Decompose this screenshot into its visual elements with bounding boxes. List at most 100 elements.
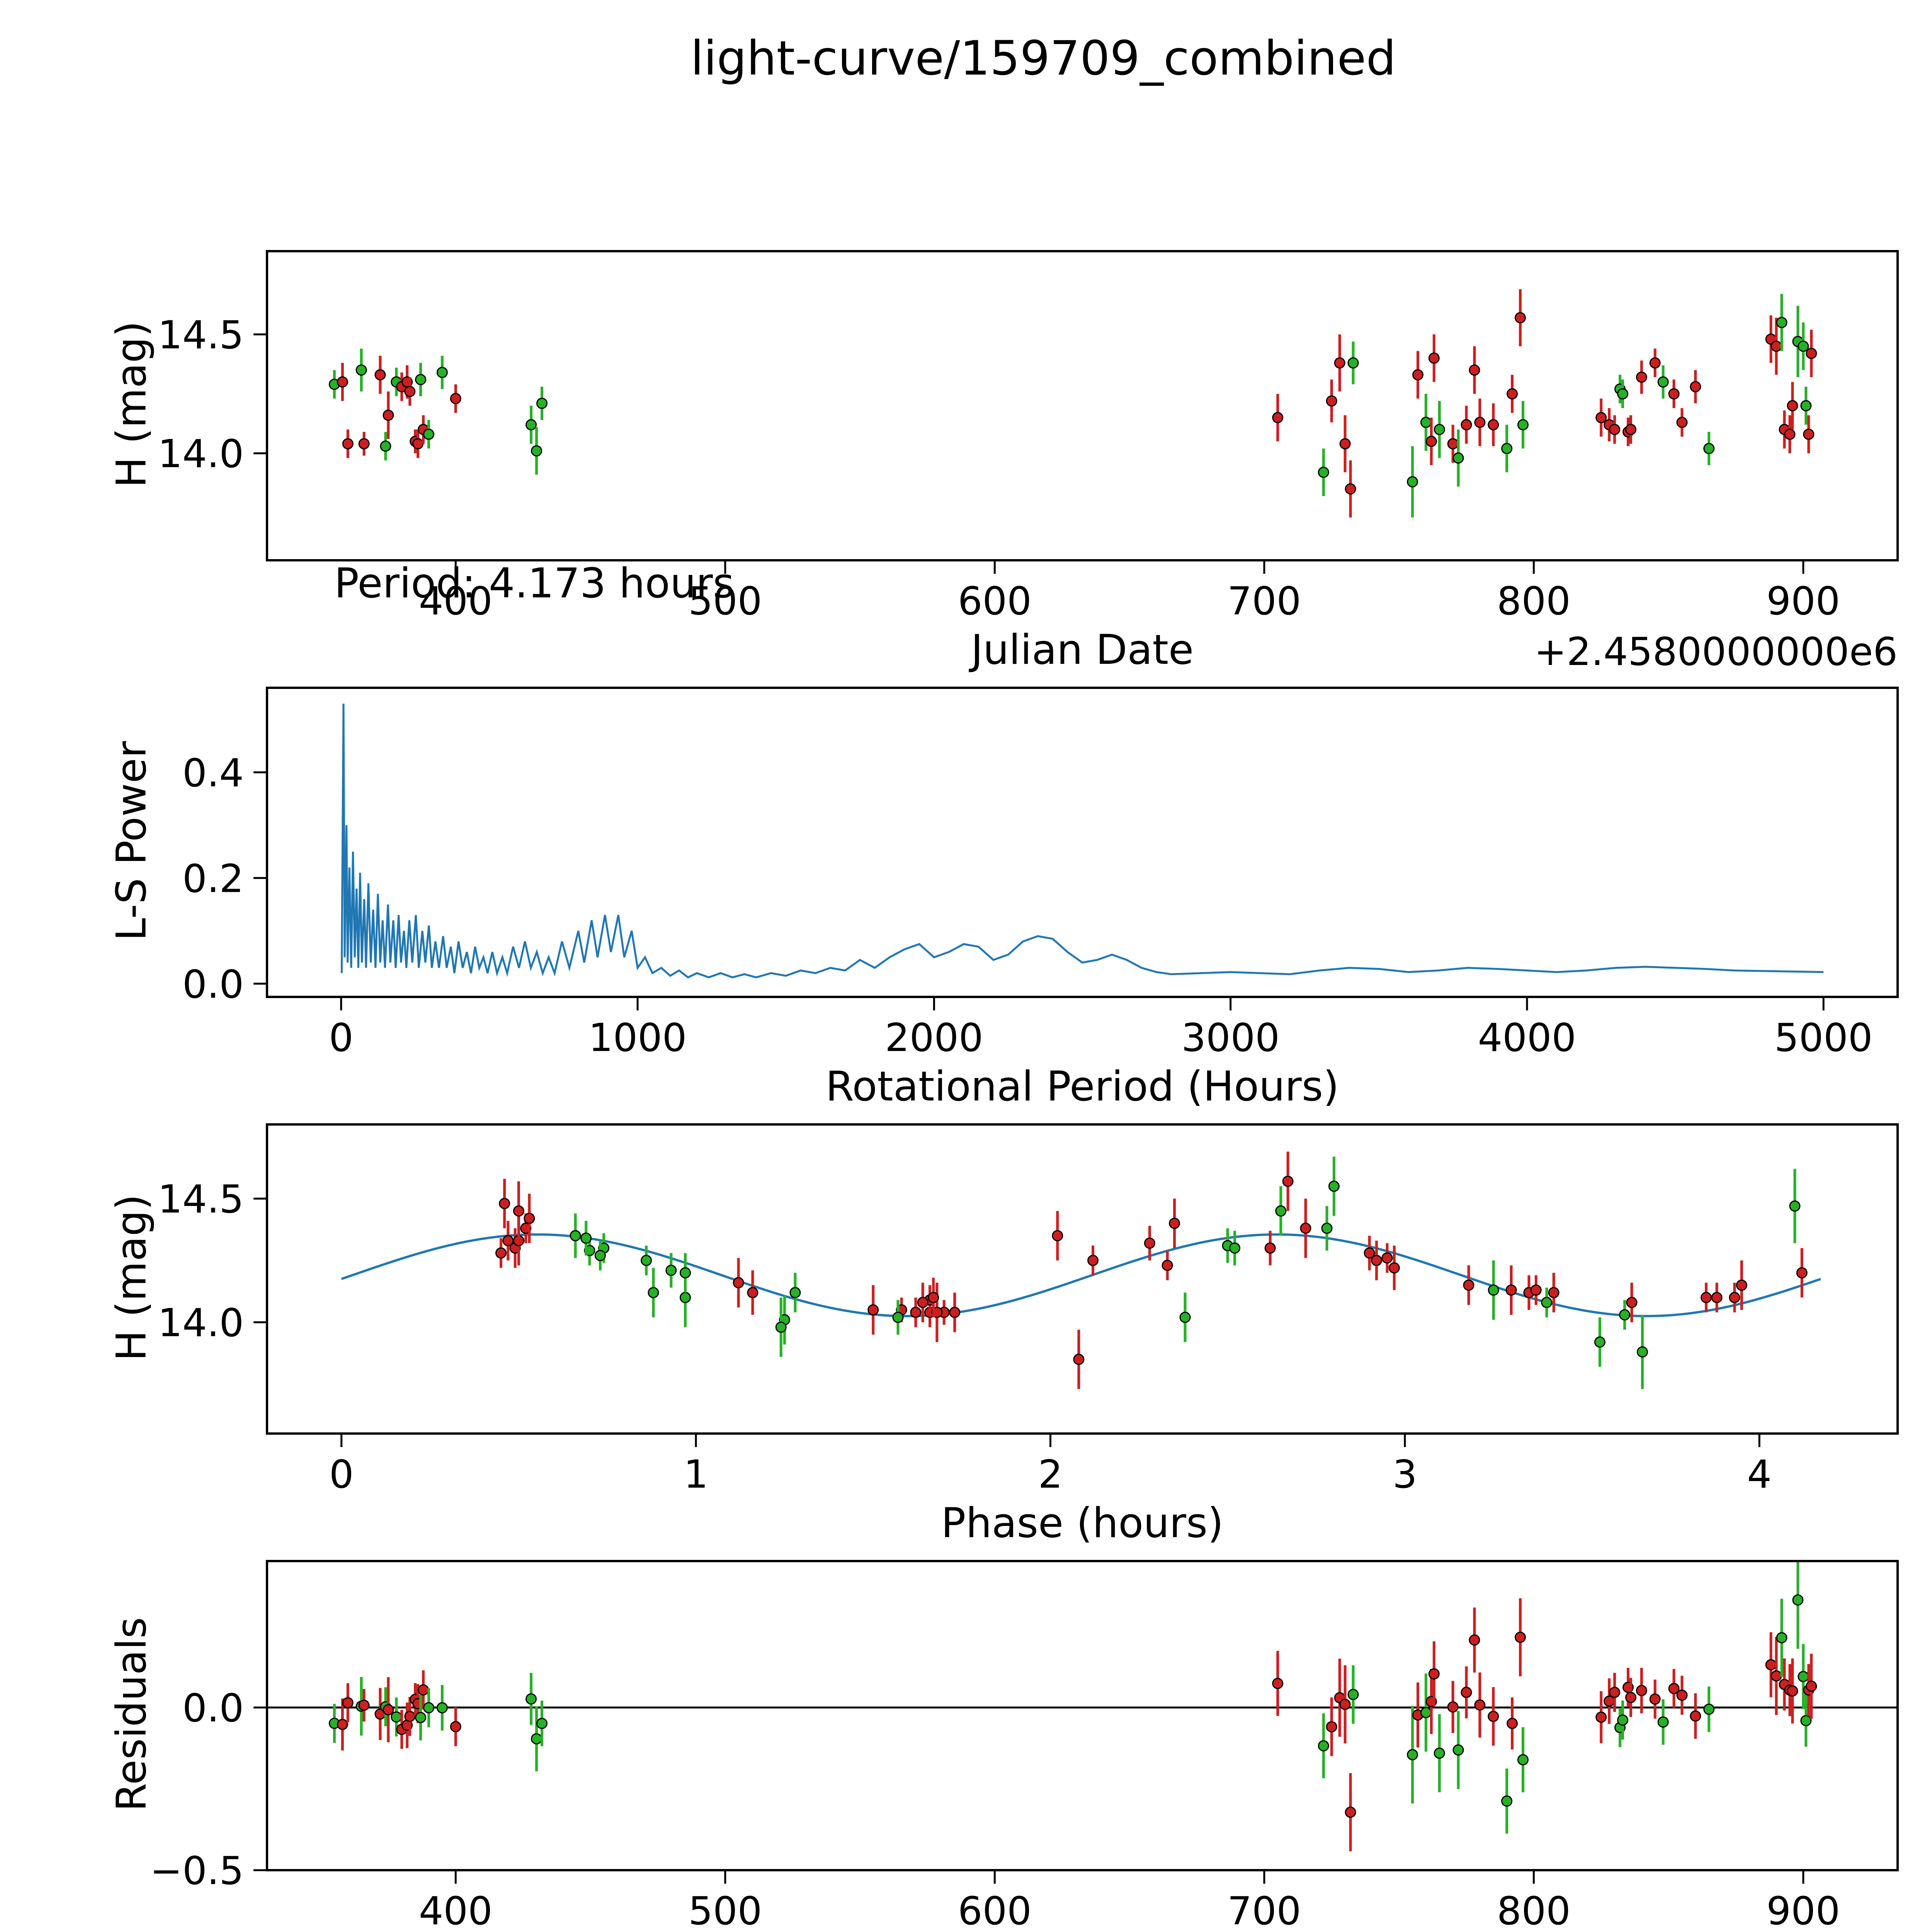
data-point xyxy=(641,1255,652,1266)
data-point xyxy=(499,1198,510,1209)
data-point xyxy=(1636,371,1647,383)
data-point xyxy=(747,1287,759,1298)
data-point xyxy=(789,1287,801,1298)
data-point xyxy=(450,393,461,405)
x-tick-label: 1000 xyxy=(588,1015,687,1060)
data-point xyxy=(1488,1711,1499,1722)
data-point xyxy=(404,1711,416,1722)
data-point xyxy=(1452,1744,1464,1756)
data-point xyxy=(418,1684,429,1696)
panel4-data xyxy=(267,1561,1898,1852)
data-point xyxy=(1800,400,1812,412)
data-point xyxy=(1800,1715,1812,1726)
data-point xyxy=(1300,1223,1311,1234)
data-point xyxy=(1501,443,1513,454)
data-point xyxy=(775,1321,787,1333)
data-point xyxy=(1609,424,1621,435)
data-point xyxy=(1770,1670,1782,1682)
data-point xyxy=(1452,452,1464,464)
data-point xyxy=(391,1711,402,1723)
data-point xyxy=(1789,1200,1801,1212)
data-point xyxy=(1073,1354,1085,1365)
x-tick-label: 500 xyxy=(688,1888,762,1932)
data-point xyxy=(1461,419,1472,430)
data-point xyxy=(1792,1594,1804,1606)
data-point xyxy=(1690,1710,1701,1722)
x-tick-label: 800 xyxy=(1497,1888,1571,1932)
data-point xyxy=(1326,1721,1337,1733)
data-point xyxy=(1406,476,1418,488)
data-point xyxy=(1501,1795,1513,1807)
data-point xyxy=(1676,1689,1688,1701)
data-point xyxy=(1469,364,1480,376)
data-point xyxy=(1326,395,1337,407)
data-point xyxy=(733,1277,744,1289)
x-tick-label: 700 xyxy=(1227,578,1301,624)
data-point xyxy=(1798,340,1809,352)
data-point xyxy=(1765,1659,1777,1670)
panel2-data xyxy=(340,704,1824,979)
data-point xyxy=(1676,417,1688,428)
y-tick-label: 14.0 xyxy=(158,431,244,476)
x-tick-label: 500 xyxy=(688,578,762,624)
data-point xyxy=(1339,1699,1351,1710)
data-point xyxy=(423,1702,435,1714)
data-point xyxy=(526,1693,537,1705)
data-point xyxy=(1428,352,1440,364)
data-point xyxy=(1169,1218,1180,1229)
data-point xyxy=(495,1247,507,1259)
data-point xyxy=(1514,312,1526,323)
y-tick-label: 0.2 xyxy=(182,856,244,901)
data-point xyxy=(1806,348,1817,359)
data-point xyxy=(1144,1237,1155,1249)
data-point xyxy=(415,1712,427,1723)
data-point xyxy=(526,419,537,430)
x-tick-label: 700 xyxy=(1227,1888,1301,1932)
data-point xyxy=(1787,1685,1798,1697)
data-point xyxy=(342,1697,354,1709)
data-point xyxy=(1548,1287,1560,1298)
data-point xyxy=(1474,1699,1486,1711)
data-point xyxy=(1371,1255,1382,1266)
data-point xyxy=(1412,369,1423,381)
data-point xyxy=(1461,1687,1472,1698)
x-tick-label: 4 xyxy=(1747,1452,1772,1497)
axes-spine xyxy=(266,687,1899,998)
data-point xyxy=(1447,1701,1459,1713)
data-point xyxy=(1803,429,1815,440)
x-tick-label: 2 xyxy=(1038,1452,1063,1497)
data-point xyxy=(1339,438,1351,449)
data-point xyxy=(1345,483,1356,495)
data-point xyxy=(1347,357,1359,369)
periodogram-line xyxy=(340,704,1824,979)
data-point xyxy=(374,369,386,381)
data-point xyxy=(1428,1668,1440,1680)
data-point xyxy=(580,1232,592,1244)
data-point xyxy=(1625,424,1636,435)
data-point xyxy=(1626,1297,1638,1308)
x-tick-label: 0 xyxy=(329,1015,354,1060)
data-point xyxy=(1770,340,1782,352)
y-tick-label: 14.5 xyxy=(158,312,244,357)
data-point xyxy=(358,438,370,449)
x-tick-label: 2000 xyxy=(885,1015,983,1060)
data-point xyxy=(1488,419,1499,430)
data-point xyxy=(1609,1687,1621,1698)
data-point xyxy=(383,1704,394,1716)
data-point xyxy=(524,1213,535,1224)
data-point xyxy=(423,429,435,440)
data-point xyxy=(1657,1716,1669,1728)
data-point xyxy=(1595,412,1607,423)
data-point xyxy=(1530,1284,1542,1296)
x-tick-label: 3 xyxy=(1393,1452,1417,1497)
data-point xyxy=(1318,1740,1329,1752)
data-point xyxy=(1229,1242,1240,1254)
data-point xyxy=(1517,1754,1529,1765)
axes-spine xyxy=(266,1560,1899,1871)
data-point xyxy=(412,438,424,449)
panel2-xlabel: Rotational Period (Hours) xyxy=(825,1063,1339,1110)
period-annotation: Period: 4.173 hours xyxy=(334,560,735,607)
x-tick-label: 900 xyxy=(1766,1888,1840,1932)
data-point xyxy=(1517,419,1529,430)
data-point xyxy=(1668,388,1680,400)
